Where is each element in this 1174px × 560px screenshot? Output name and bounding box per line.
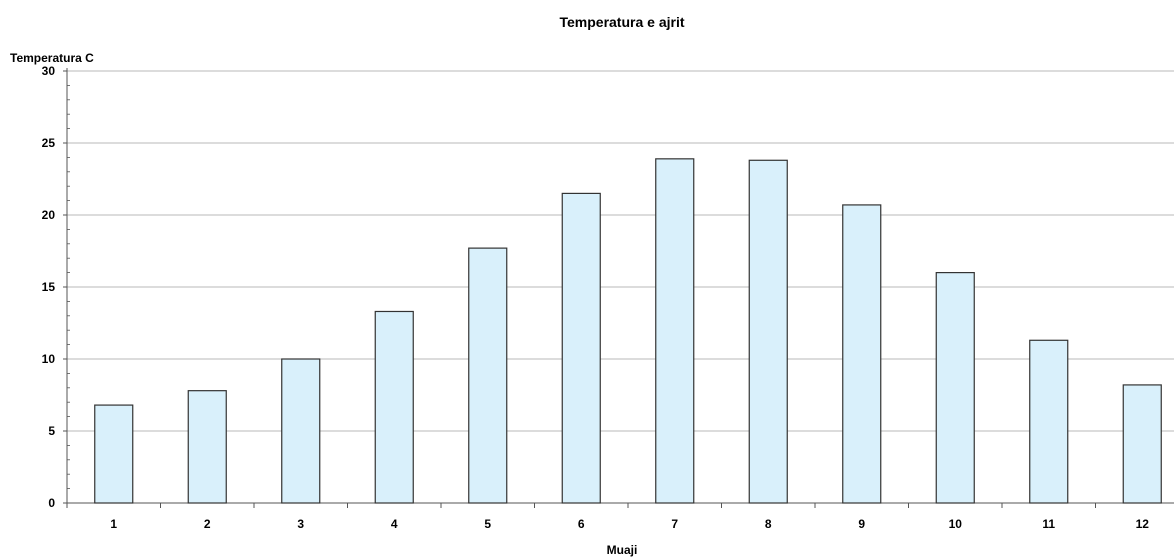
bar <box>748 159 788 504</box>
bar <box>561 192 601 504</box>
x-tick-label: 10 <box>949 517 963 531</box>
x-tick-label: 3 <box>297 517 304 531</box>
x-tick-label: 2 <box>204 517 211 531</box>
bar <box>842 204 882 504</box>
y-tick-label: 10 <box>42 352 56 366</box>
x-axis-label: Muaji <box>607 543 638 557</box>
y-tick-label: 25 <box>42 136 56 150</box>
bar <box>281 358 321 504</box>
x-tick-label: 9 <box>858 517 865 531</box>
x-tick-label: 11 <box>1042 517 1055 531</box>
x-tick-label: 7 <box>671 517 678 531</box>
x-tick-label: 4 <box>391 517 398 531</box>
y-tick-label: 0 <box>48 496 55 510</box>
bar <box>94 404 134 504</box>
x-tick-label: 1 <box>110 517 117 531</box>
x-tick-label: 8 <box>765 517 772 531</box>
y-tick-label: 15 <box>42 280 56 294</box>
x-tick-label: 5 <box>484 517 491 531</box>
bar <box>468 247 508 504</box>
chart-title: Temperatura e ajrit <box>559 14 684 30</box>
bar <box>374 310 414 504</box>
x-tick-label: 12 <box>1136 517 1150 531</box>
y-tick-label: 5 <box>48 424 55 438</box>
y-axis-label: Temperatura C <box>10 51 94 65</box>
bar <box>1122 384 1162 504</box>
y-tick-label: 20 <box>42 208 56 222</box>
y-tick-label: 30 <box>42 64 56 78</box>
x-tick-label: 6 <box>578 517 585 531</box>
bar <box>655 158 695 504</box>
bar <box>1029 339 1069 504</box>
bar <box>935 272 975 504</box>
bar <box>187 390 227 504</box>
